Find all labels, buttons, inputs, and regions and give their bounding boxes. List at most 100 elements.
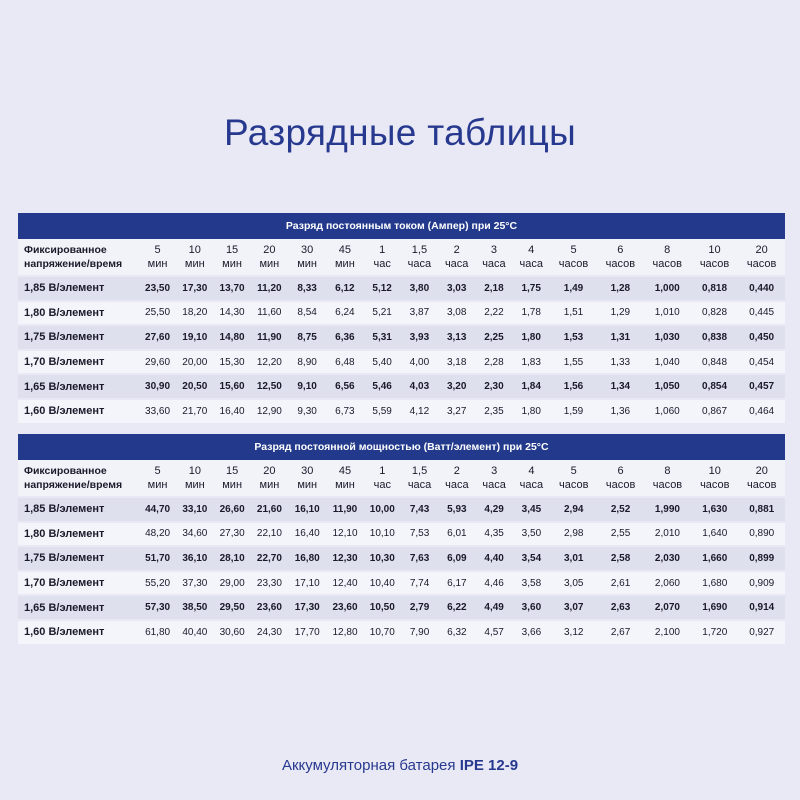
column-header: 4 часа: [512, 460, 551, 497]
table-cell: 34,60: [176, 520, 214, 547]
column-value: 8: [664, 465, 671, 477]
column-unit: час: [373, 479, 391, 491]
table-cell: 33,60: [138, 397, 177, 423]
table-cell: 10,30: [363, 545, 401, 571]
column-unit: часов: [605, 479, 636, 491]
table-cell: 3,08: [438, 299, 476, 326]
column-unit: часа: [482, 479, 506, 491]
table-cell: 2,55: [597, 520, 644, 547]
table-cell: 12,80: [326, 618, 364, 644]
column-header: 45 мин: [326, 239, 364, 276]
table-cell: 1,630: [691, 496, 739, 522]
table-cell: 12,90: [250, 397, 288, 423]
table-cell: 1,990: [643, 496, 692, 522]
table-cell: 3,03: [438, 275, 476, 301]
label-header: Фиксированное напряжение/время: [18, 460, 139, 497]
table-cell: 48,20: [138, 520, 177, 547]
table-cell: 6,48: [326, 348, 364, 375]
table-cell: 3,87: [400, 299, 439, 326]
column-header: 3 часа: [475, 239, 513, 276]
column-header: 8 часов: [643, 239, 691, 276]
table-cell: 6,09: [438, 545, 476, 571]
column-value: 5: [570, 244, 577, 256]
table-cell: 1,34: [597, 373, 644, 399]
table-cell: 1,49: [549, 275, 598, 301]
table-cell: 2,010: [643, 520, 692, 547]
column-header: 8 часов: [643, 460, 692, 497]
column-header: 15 мин: [213, 239, 251, 276]
column-unit: мин: [222, 479, 243, 491]
column-unit: мин: [335, 479, 355, 491]
column-header: 20 часов: [738, 239, 785, 276]
table-cell: 2,58: [597, 545, 644, 571]
column-header: 5 часов: [549, 239, 598, 276]
table-cell: 5,40: [363, 348, 401, 375]
power-discharge-table: Разряд постоянной мощностью (Ватт/элемен…: [18, 434, 785, 644]
column-value: 4: [528, 244, 535, 256]
table-cell: 14,80: [213, 324, 251, 350]
table-cell: 4,35: [475, 520, 513, 547]
table-cell: 8,33: [287, 275, 327, 301]
table-cell: 0,450: [738, 324, 785, 350]
table-cell: 1,83: [512, 348, 550, 375]
table-cell: 1,33: [597, 348, 644, 375]
column-header: 4 часа: [512, 239, 550, 276]
column-header: 6 часов: [597, 460, 644, 497]
column-value: 30: [301, 465, 314, 477]
table-cell: 1,80: [512, 324, 550, 350]
table-cell: 2,61: [597, 569, 644, 596]
table-cell: 3,18: [438, 348, 476, 375]
table-cell: 3,01: [550, 545, 598, 571]
table-cell: 38,50: [176, 594, 214, 620]
table-cell: 1,78: [512, 299, 550, 326]
table-cell: 23,30: [250, 569, 289, 596]
table-cell: 1,640: [691, 520, 739, 547]
column-value: 2: [453, 465, 460, 477]
column-value: 45: [338, 465, 352, 477]
column-unit: часов: [652, 258, 682, 270]
table-cell: 1,53: [549, 324, 598, 350]
table-cell: 1,36: [597, 397, 644, 423]
table-cell: 1,80: [512, 397, 550, 423]
table-cell: 30,90: [138, 373, 177, 399]
table-cell: 1,660: [691, 545, 739, 571]
column-unit: часов: [746, 258, 777, 270]
table-cell: 3,66: [512, 618, 551, 644]
table-cell: 2,79: [400, 594, 439, 620]
table-cell: 7,53: [400, 520, 439, 547]
column-unit: часа: [444, 258, 469, 270]
table-cell: 25,50: [138, 299, 177, 326]
table-cell: 2,22: [475, 299, 513, 326]
row-label: 1,80 В/элемент: [18, 520, 139, 547]
table-row: 1,65 В/элемент 30,90 20,50 15,60 12,50 9,10 6,…: [18, 373, 785, 399]
table-cell: 0,464: [738, 397, 785, 423]
table-cell: 4,00: [400, 348, 439, 375]
table-cell: 2,52: [597, 496, 644, 522]
row-label: 1,85 В/элемент: [18, 496, 139, 522]
table-cell: 4,12: [400, 397, 439, 423]
column-unit: часов: [747, 479, 777, 491]
table-cell: 6,32: [438, 618, 476, 644]
table-cell: 2,060: [643, 569, 692, 596]
table-cell: 12,30: [326, 545, 364, 571]
column-header: 10 часов: [691, 460, 739, 497]
table-cell: 14,30: [213, 299, 251, 326]
table-cell: 10,10: [363, 520, 401, 547]
table-cell: 3,13: [438, 324, 476, 350]
column-header: 10 часов: [690, 239, 739, 276]
column-unit: часов: [558, 258, 589, 270]
table-row: 1,70 В/элемент 29,60 20,00 15,30 12,20 8,90 6,…: [18, 348, 785, 375]
table-cell: 5,12: [363, 275, 401, 301]
column-header: 2 часа: [438, 460, 476, 497]
column-unit: часа: [519, 479, 544, 491]
table-cell: 8,75: [287, 324, 327, 350]
table-cell: 10,70: [363, 618, 401, 644]
table-cell: 10,50: [363, 594, 401, 620]
column-value: 5: [154, 244, 161, 256]
footer-text: Аккумуляторная батарея: [281, 757, 460, 774]
table-cell: 30,60: [213, 618, 251, 644]
column-unit: мин: [259, 258, 280, 270]
table-cell: 29,00: [213, 569, 251, 596]
table-cell: 0,867: [690, 397, 739, 423]
table-cell: 1,29: [597, 299, 644, 326]
